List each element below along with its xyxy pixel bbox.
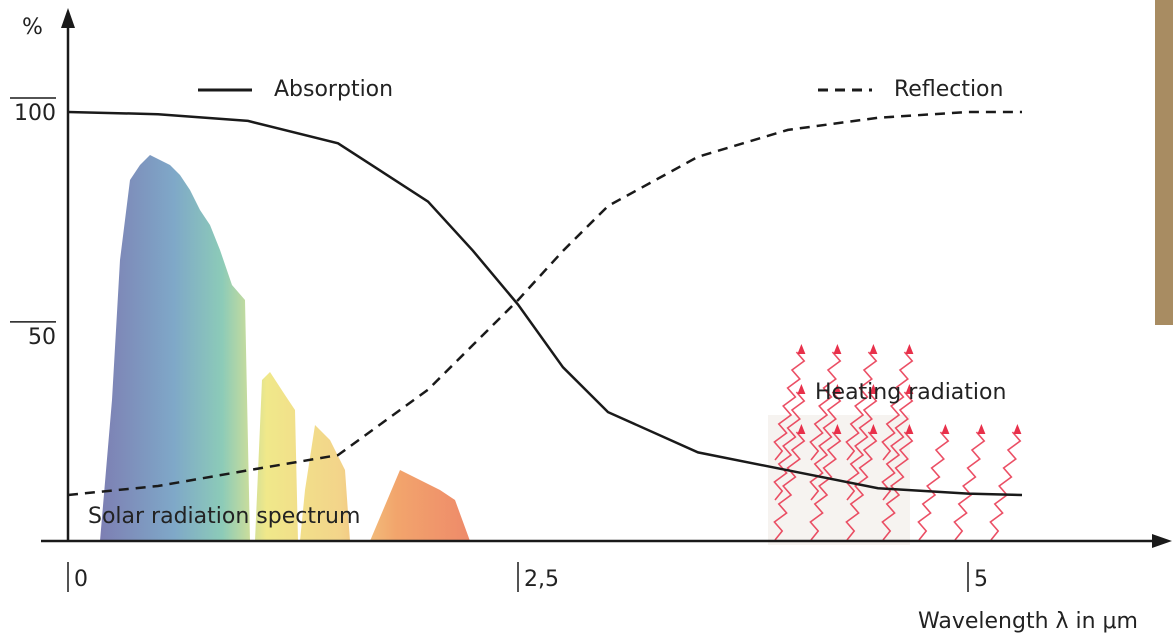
- x-axis-label: Wavelength λ in μm: [918, 609, 1138, 634]
- heat-arrow: [797, 384, 806, 394]
- heat-wave: [917, 431, 950, 541]
- heat-wave: [809, 391, 842, 501]
- heat-wave: [773, 351, 806, 461]
- heat-wave: [881, 351, 914, 461]
- heat-arrow: [869, 424, 878, 434]
- y-tick-label: 100: [14, 101, 56, 126]
- line-series: [67, 110, 1023, 497]
- annotation: Solar radiation spectrum: [88, 504, 360, 529]
- heat-wave: [809, 431, 842, 541]
- heat-wave: [773, 391, 806, 501]
- heat-wave: [989, 431, 1022, 541]
- annotation: Heating radiation: [815, 380, 1006, 405]
- heat-wave: [845, 351, 878, 461]
- y-axis-label: %: [22, 15, 43, 40]
- legend-label: Absorption: [274, 77, 393, 102]
- solar-spectrum: [100, 155, 470, 541]
- line-series: [67, 110, 1022, 497]
- heat-arrow: [1013, 424, 1022, 434]
- heat-arrow: [869, 344, 878, 354]
- heat-arrow: [797, 344, 806, 354]
- cropped-photo: [1155, 0, 1173, 325]
- y-tick-label: 50: [28, 325, 56, 350]
- heat-wave: [845, 431, 878, 541]
- heat-arrow: [869, 384, 878, 394]
- x-tick-label: 5: [974, 567, 988, 592]
- heat-arrow: [941, 424, 950, 434]
- x-tick-label: 2,5: [524, 567, 559, 592]
- heat-wave: [809, 351, 842, 461]
- y-axis-arrow: [61, 8, 75, 28]
- heat-wave: [881, 431, 914, 541]
- heat-wave: [953, 431, 986, 541]
- x-tick-label: 0: [74, 567, 88, 592]
- heat-arrow: [977, 424, 986, 434]
- heat-arrow: [833, 344, 842, 354]
- heat-arrow: [797, 424, 806, 434]
- heating-waves: [773, 344, 1022, 541]
- heat-arrow: [905, 384, 914, 394]
- heat-wave: [773, 431, 806, 541]
- heat-arrow: [833, 384, 842, 394]
- heat-arrow: [905, 344, 914, 354]
- legend-label: Reflection: [894, 77, 1003, 102]
- heat-arrow: [833, 424, 842, 434]
- heat-arrow: [905, 424, 914, 434]
- x-axis-arrow: [1152, 534, 1172, 548]
- heat-wave: [881, 391, 914, 501]
